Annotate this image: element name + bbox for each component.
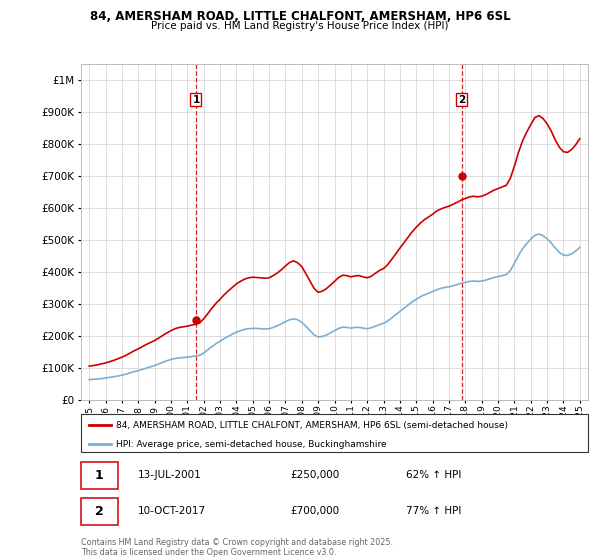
Text: 10-OCT-2017: 10-OCT-2017 xyxy=(138,506,206,516)
Text: 84, AMERSHAM ROAD, LITTLE CHALFONT, AMERSHAM, HP6 6SL: 84, AMERSHAM ROAD, LITTLE CHALFONT, AMER… xyxy=(89,10,511,23)
Text: 1: 1 xyxy=(95,469,104,482)
Bar xyxy=(81,498,118,525)
Text: Contains HM Land Registry data © Crown copyright and database right 2025.
This d: Contains HM Land Registry data © Crown c… xyxy=(81,538,393,557)
Text: 62% ↑ HPI: 62% ↑ HPI xyxy=(406,470,462,480)
Text: 77% ↑ HPI: 77% ↑ HPI xyxy=(406,506,462,516)
Text: 1: 1 xyxy=(193,95,200,105)
Text: HPI: Average price, semi-detached house, Buckinghamshire: HPI: Average price, semi-detached house,… xyxy=(116,440,387,449)
Text: £700,000: £700,000 xyxy=(290,506,339,516)
Text: 2: 2 xyxy=(95,505,104,518)
Text: 2: 2 xyxy=(458,95,466,105)
Text: Price paid vs. HM Land Registry's House Price Index (HPI): Price paid vs. HM Land Registry's House … xyxy=(151,21,449,31)
Text: £250,000: £250,000 xyxy=(290,470,339,480)
Bar xyxy=(81,462,118,489)
Text: 84, AMERSHAM ROAD, LITTLE CHALFONT, AMERSHAM, HP6 6SL (semi-detached house): 84, AMERSHAM ROAD, LITTLE CHALFONT, AMER… xyxy=(116,421,508,430)
Text: 13-JUL-2001: 13-JUL-2001 xyxy=(138,470,202,480)
